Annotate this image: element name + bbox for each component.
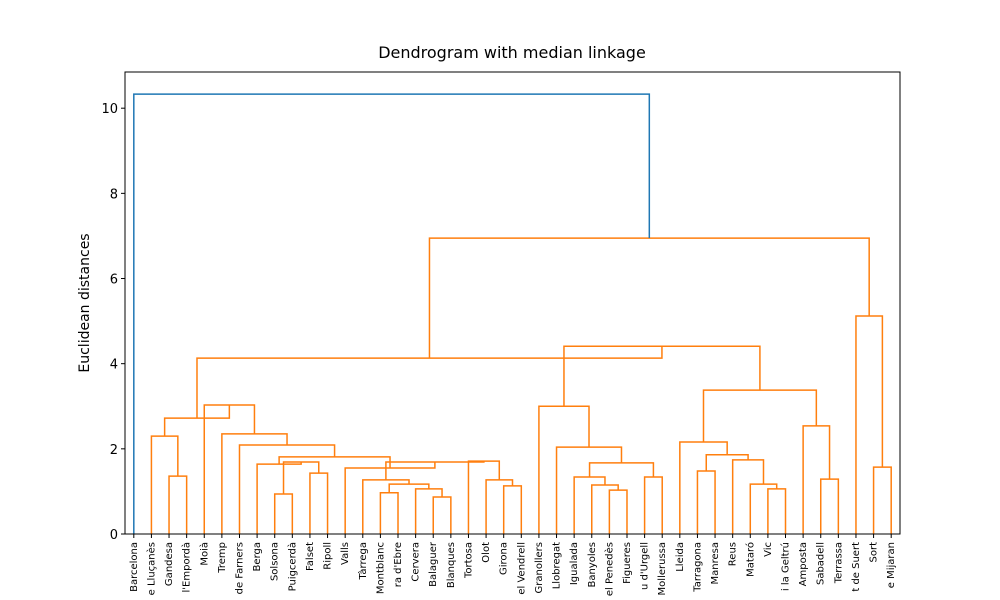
x-tick-label: Barcelona	[129, 542, 140, 592]
x-tick-label: Lleida	[675, 542, 686, 572]
dendrogram-link	[163, 404, 231, 437]
x-tick-label: de Farners	[234, 542, 245, 594]
x-tick-label: u d'Urgell	[640, 542, 651, 590]
dendrogram-link	[432, 496, 452, 534]
dendrogram-link	[731, 459, 765, 534]
x-tick-label: l'Empordà	[181, 542, 193, 592]
dendrogram-link	[679, 441, 728, 534]
x-tick-label: Manresa	[710, 542, 721, 584]
dendrogram-link	[749, 483, 778, 534]
x-tick-label: Tremp	[217, 542, 228, 574]
dendrogram-link	[538, 405, 590, 534]
x-tick-label: Girona	[499, 542, 510, 575]
dendrogram-link	[767, 488, 787, 534]
plot-frame	[124, 71, 901, 535]
dendrogram-link	[196, 346, 663, 419]
dendrogram-link	[643, 476, 663, 534]
x-tick-label: Sort	[869, 542, 880, 563]
x-tick-label: Moià	[198, 542, 210, 566]
dendrogram-link	[591, 484, 619, 534]
x-tick-label: Tarragona	[692, 542, 703, 593]
x-tick-label: Solsona	[270, 542, 281, 581]
x-tick-label: Ripoll	[323, 542, 334, 570]
y-tick-label: 10	[101, 102, 118, 117]
x-tick-label: el Vendrell	[516, 542, 527, 595]
x-tick-label: i la Geltrú	[780, 542, 792, 591]
y-tick-label: 0	[110, 528, 118, 543]
x-tick-label: Valls	[340, 542, 351, 565]
dendrogram-link	[502, 485, 523, 534]
x-tick-label: Montblanc	[375, 542, 386, 594]
y-tick-label: 4	[110, 358, 118, 373]
x-tick-label: el Penedès	[603, 542, 615, 596]
dendrogram-link	[563, 345, 761, 407]
dendrogram-link	[150, 435, 179, 534]
dendrogram-link	[362, 479, 410, 534]
x-tick-label: Olot	[481, 542, 492, 563]
x-tick-label: Blanques	[446, 542, 457, 588]
x-tick-label: Figueres	[622, 542, 633, 584]
x-tick-label: e Mijaran	[886, 542, 897, 588]
x-tick-label: Puigcerdà	[286, 542, 298, 591]
x-tick-label: Sabadell	[816, 542, 827, 585]
y-tick-label: 6	[110, 273, 118, 288]
x-tick-label: Berga	[252, 542, 263, 571]
dendrogram-link	[309, 472, 329, 534]
x-tick-label: t de Suert	[851, 542, 862, 592]
x-tick-label: e Lluçanès	[145, 542, 157, 595]
x-tick-label: Llobregat	[552, 542, 563, 589]
dendrogram-link	[485, 479, 514, 534]
dendrogram-link	[467, 460, 501, 534]
dendrogram-link	[696, 470, 716, 534]
x-tick-label: Reus	[728, 542, 739, 566]
dendrogram-link	[221, 433, 288, 534]
dendrogram-link	[588, 462, 655, 477]
x-tick-label: Tàrrega	[357, 542, 369, 581]
dendrogram-link	[282, 461, 320, 494]
x-tick-label: Igualada	[569, 542, 580, 585]
chart-title: Dendrogram with median linkage	[378, 43, 646, 62]
x-tick-label: ra d'Ebre	[393, 542, 404, 587]
x-tick-label: Mollerussa	[657, 542, 668, 595]
x-tick-label: Terrassa	[833, 542, 844, 584]
x-tick-label: Vic	[763, 542, 774, 557]
x-tick-label: Gandesa	[164, 542, 175, 586]
dendrogram-link	[344, 462, 436, 534]
dendrogram-link	[819, 478, 840, 534]
y-tick-label: 8	[110, 187, 118, 202]
dendrogram-link	[428, 237, 870, 359]
dendrogram-link	[168, 475, 188, 534]
dendrogram-link	[273, 493, 294, 534]
dendrogram-link	[414, 488, 443, 534]
dendrogram-link	[702, 389, 818, 443]
dendrogram-link	[705, 454, 749, 471]
dendrogram-link	[608, 489, 628, 534]
dendrogram-link	[203, 404, 256, 534]
x-tick-label: Tortosa	[463, 542, 474, 579]
dendrogram-link	[379, 491, 399, 534]
x-tick-label: Amposta	[798, 542, 809, 586]
dendrogram-link	[573, 476, 606, 534]
dendrogram-link	[855, 315, 884, 534]
x-tick-label: Balaguer	[428, 541, 439, 587]
dendrogram-link	[388, 483, 430, 493]
x-tick-label: Cervera	[411, 542, 422, 582]
x-tick-label: Mataró	[744, 542, 756, 577]
y-tick-label: 2	[110, 443, 118, 458]
dendrogram-link	[256, 462, 302, 534]
x-tick-label: Falset	[305, 542, 316, 571]
dendrogram-link	[133, 93, 651, 534]
dendrogram-link	[802, 425, 831, 534]
y-axis-label: Euclidean distances	[77, 233, 93, 372]
x-tick-label: Banyoles	[587, 542, 598, 588]
dendrogram-link	[238, 444, 336, 534]
x-tick-label: Granollers	[534, 542, 545, 593]
dendrogram-link	[872, 466, 892, 534]
